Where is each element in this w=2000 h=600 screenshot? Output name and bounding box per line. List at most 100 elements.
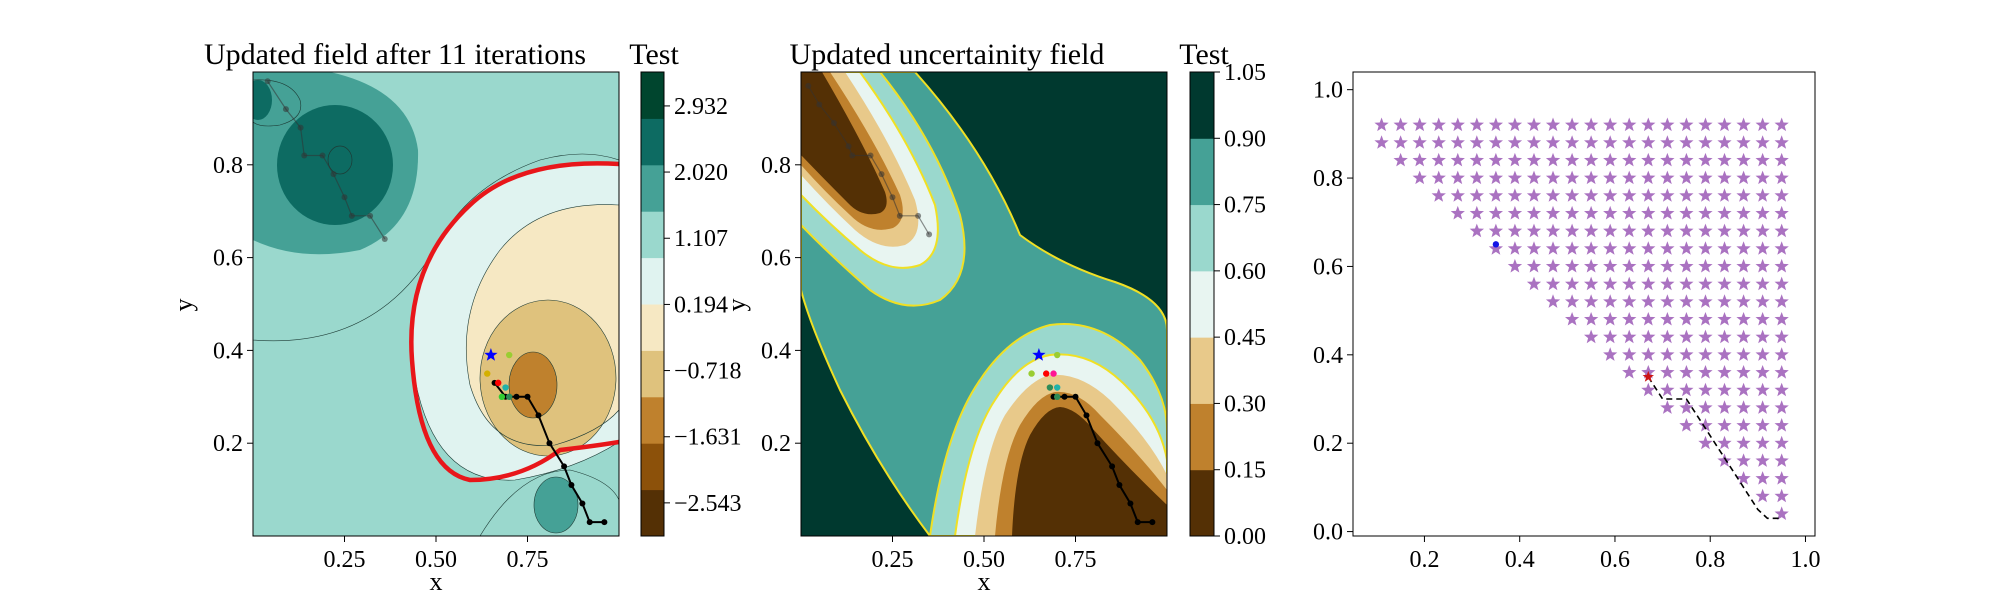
candidate-star [1774, 135, 1789, 149]
uncertainty-ytick-label: 0.8 [761, 153, 791, 179]
candidate-star [1736, 241, 1751, 255]
candidate-star [1584, 241, 1599, 255]
candidate-star [1450, 135, 1465, 149]
field-path-point [348, 212, 355, 219]
candidate-star [1507, 135, 1523, 149]
candidate-star [1584, 223, 1599, 238]
candidate-star [1584, 117, 1599, 132]
field-path-point [264, 78, 271, 85]
candidate-star [1717, 205, 1732, 220]
candidate-star [1736, 276, 1751, 291]
candidate-star [1584, 205, 1599, 220]
candidates-xtick-label: 0.4 [1505, 547, 1535, 573]
uncertainty-colorbar-label: 1.05 [1224, 60, 1266, 86]
candidate-star [1679, 223, 1694, 238]
candidate-star [1622, 170, 1637, 185]
candidate-star [1679, 276, 1694, 291]
candidate-star [1660, 223, 1675, 238]
field-colorbar-band [641, 118, 664, 166]
candidate-star [1736, 435, 1751, 450]
candidate-star [1736, 188, 1751, 202]
uncertainty-sample-dot [1043, 370, 1050, 377]
candidate-star [1774, 488, 1789, 503]
candidate-star [1755, 312, 1770, 326]
field-sample-dot [495, 379, 502, 387]
uncertainty-path-point [1094, 440, 1101, 447]
candidate-star [1755, 400, 1770, 414]
uncertainty-sample-dot [1046, 384, 1054, 391]
candidate-star [1774, 471, 1789, 485]
uncertainty-axis-ticks: 0.25 0.50 0.75 0.2 0.4 0.6 0.8 [761, 153, 1097, 573]
uncertainty-path-point [1127, 500, 1134, 507]
candidate-star [1622, 223, 1637, 238]
candidate-star [1526, 135, 1542, 149]
candidate-star [1679, 205, 1694, 220]
field-xtick-label: 0.25 [324, 547, 366, 573]
candidate-star [1374, 135, 1389, 149]
uncertainty-xlabel: x [978, 567, 991, 596]
field-xlabel: x [430, 567, 443, 596]
candidate-star [1660, 170, 1675, 185]
uncertainty-colorbar-band [1190, 469, 1214, 537]
candidate-star [1507, 170, 1523, 185]
candidate-star [1641, 347, 1656, 361]
candidate-star [1450, 152, 1465, 167]
uncertainty-colorbar-label: 0.30 [1224, 391, 1266, 417]
field-colorbar: 2.932 2.020 1.107 0.194 −0.718 −1.631 −2.543 [640, 71, 742, 537]
uncertainty-path-point [830, 120, 837, 127]
candidate-star [1622, 205, 1637, 220]
candidate-star [1774, 347, 1789, 361]
candidate-star [1660, 188, 1675, 202]
candidates-ytick-label: 0.0 [1313, 520, 1343, 546]
candidate-star [1717, 329, 1732, 344]
candidate-star [1450, 188, 1465, 202]
field-path-point [282, 106, 289, 113]
candidate-star [1622, 241, 1637, 255]
selected-point [1642, 370, 1654, 382]
field-path-point [319, 152, 326, 159]
candidate-star [1565, 205, 1580, 220]
candidate-star [1526, 241, 1542, 255]
candidate-star [1660, 329, 1675, 344]
field-colorbar-title: Test [629, 38, 679, 71]
candidate-star [1603, 223, 1618, 238]
candidate-star [1641, 241, 1656, 255]
field-path-point [524, 393, 531, 400]
candidate-star [1660, 135, 1675, 149]
candidates-ytick-label: 1.0 [1313, 78, 1343, 104]
candidate-star [1660, 152, 1675, 167]
candidate-star [1660, 382, 1675, 397]
candidate-star [1774, 258, 1789, 273]
field-path-point [601, 519, 608, 526]
field-sample-dot [484, 370, 491, 377]
candidate-stars [1374, 117, 1789, 520]
candidate-star [1393, 135, 1408, 149]
candidate-star [1717, 400, 1732, 414]
candidate-star [1679, 170, 1694, 185]
candidate-star [1431, 170, 1446, 185]
candidate-star [1565, 223, 1580, 238]
candidate-star [1603, 294, 1618, 308]
field-search-path [264, 78, 608, 526]
candidate-star [1469, 152, 1484, 167]
candidate-star [1641, 312, 1656, 326]
candidate-star [1545, 152, 1561, 167]
candidate-star [1717, 135, 1732, 149]
candidate-star [1526, 117, 1542, 132]
candidates-xtick-label: 0.6 [1600, 547, 1630, 573]
candidate-star [1774, 152, 1789, 167]
candidate-star [1393, 117, 1408, 132]
candidate-star [1603, 347, 1618, 361]
candidate-star [1717, 276, 1732, 291]
uncertainty-search-path [805, 82, 1156, 526]
candidate-star [1698, 347, 1713, 361]
uncertainty-ytick-label: 0.6 [761, 246, 791, 272]
candidate-star [1584, 170, 1599, 185]
candidate-star [1622, 347, 1637, 361]
candidate-star [1755, 276, 1770, 291]
field-path-point [367, 212, 374, 219]
candidate-star [1698, 135, 1713, 149]
candidate-star [1622, 258, 1637, 273]
field-title: Updated field after 11 iterations [204, 38, 586, 71]
candidate-star [1736, 453, 1751, 467]
